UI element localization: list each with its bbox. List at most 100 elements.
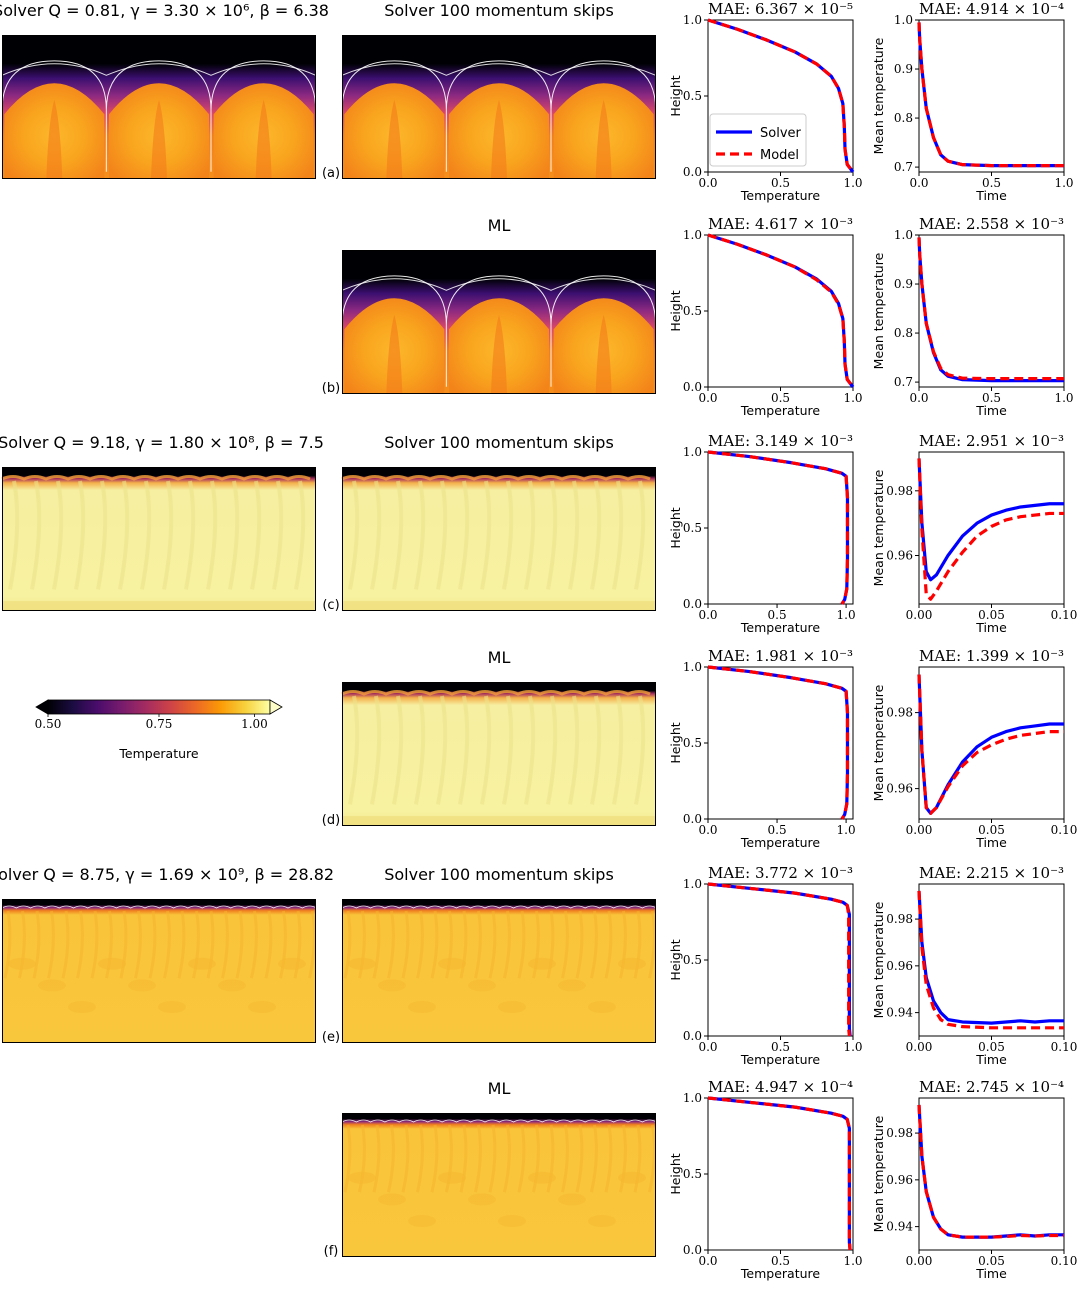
plume-streak <box>414 695 426 805</box>
ml-field <box>341 682 656 826</box>
skip-title: Solver 100 momentum skips <box>384 433 614 452</box>
plume-streak <box>648 1124 656 1193</box>
y-tick-label: 0.8 <box>894 326 913 340</box>
plume-streak <box>532 1124 540 1193</box>
plume-streak <box>480 695 492 805</box>
plume-streak <box>480 480 492 590</box>
model-line <box>917 674 1064 815</box>
chart-title: MAE: 3.149 × 10⁻³ <box>708 432 853 450</box>
plume-streak <box>568 480 580 590</box>
row-label: (a) <box>322 166 340 181</box>
eddy <box>528 957 556 970</box>
skip-field <box>341 899 657 1043</box>
chart-title: MAE: 4.914 × 10⁻⁴ <box>919 0 1064 18</box>
plume-streak <box>105 910 113 979</box>
plume-streak <box>343 910 352 979</box>
plume-streak <box>343 1124 352 1193</box>
eddy <box>588 1215 616 1227</box>
plume-streak <box>293 910 302 979</box>
plume-streak <box>250 480 262 590</box>
model-line <box>917 458 1064 601</box>
x-axis-label: Temperature <box>740 1052 820 1067</box>
field-background <box>342 467 656 611</box>
plume-streak <box>358 910 366 979</box>
plume-streak <box>634 480 646 590</box>
contour-line <box>341 63 656 76</box>
plume-streak <box>372 910 381 979</box>
y-tick-label: 0.0 <box>683 165 702 179</box>
colorbar: 0.50 0.75 1.00 Temperature <box>35 699 283 761</box>
y-tick-label: 1.0 <box>894 13 913 27</box>
plot-area <box>707 451 854 605</box>
plume-streak <box>546 480 558 590</box>
field-frame <box>2 35 316 179</box>
plume-streak <box>458 695 470 805</box>
chart-title: MAE: 4.617 × 10⁻³ <box>708 215 853 233</box>
plume-streak <box>633 1124 642 1193</box>
plume-streak <box>546 910 555 979</box>
chart-title: MAE: 2.951 × 10⁻³ <box>919 432 1064 450</box>
plume-streak <box>633 910 642 979</box>
y-tick-label: 1.0 <box>683 1091 702 1105</box>
plume-streak <box>348 695 360 805</box>
contour-line <box>1 60 317 172</box>
eddy <box>408 1215 436 1227</box>
field-frame <box>342 899 656 1043</box>
plume-streak <box>140 480 152 590</box>
eddy <box>498 1001 526 1013</box>
legend-model-label: Model <box>760 148 799 163</box>
colorbar-tick-label: 0.50 <box>35 717 62 731</box>
y-tick-label: 0.9 <box>894 277 913 291</box>
plume-streak <box>612 480 624 590</box>
plume-streak <box>148 910 157 979</box>
eddy <box>558 979 586 992</box>
skip-title: Solver 100 momentum skips <box>384 865 614 884</box>
chart-panel-a-profile: MAE: 6.367 × 10⁻⁵ 0.0 0.5 1.0 0.0 0.5 1.0 Tempe… <box>668 0 863 203</box>
eddy <box>38 979 66 992</box>
plume-streak <box>445 1124 453 1193</box>
chart-panel-b-series: MAE: 2.558 × 10⁻³ 0.0 0.5 1.0 0.7 0.8 0.9 1.0 Ti… <box>871 215 1074 418</box>
y-axis-label: Mean temperature <box>871 37 886 154</box>
plume-streak <box>561 910 569 979</box>
y-tick-label: 0.98 <box>886 706 913 720</box>
contour-line <box>341 60 657 172</box>
plume-streak <box>546 695 558 805</box>
plume-streak <box>294 480 306 590</box>
y-tick-label: 0.96 <box>886 548 913 562</box>
eddy <box>588 1001 616 1013</box>
plume-streak <box>474 1124 482 1193</box>
x-tick-label: 0.5 <box>768 823 787 837</box>
y-tick-label: 1.0 <box>683 445 702 459</box>
plume-streak <box>488 1124 497 1193</box>
x-tick-label: 0.05 <box>978 1040 1005 1054</box>
plume-streak <box>575 1124 584 1193</box>
plume-streak <box>76 910 84 979</box>
row-label: (e) <box>322 1030 340 1045</box>
eddy <box>618 1171 646 1184</box>
plume-streak <box>459 910 468 979</box>
chart-panel-c-series: MAE: 2.951 × 10⁻³ 0.00 0.05 0.10 0.96 0.98 Tim… <box>871 432 1077 635</box>
plume-streak <box>90 910 99 979</box>
plume-streak <box>502 480 514 590</box>
plume-streak <box>370 695 382 805</box>
ml-title: ML <box>488 1079 511 1098</box>
y-tick-label: 1.0 <box>683 13 702 27</box>
plot-area <box>707 234 854 388</box>
plume-streak <box>206 910 215 979</box>
plume-streak <box>568 695 580 805</box>
y-axis-label: Mean temperature <box>871 1115 886 1232</box>
plume-streak <box>221 910 229 979</box>
x-axis-label: Time <box>975 1266 1007 1281</box>
plume-streak <box>74 480 86 590</box>
plume-streak <box>619 1124 627 1193</box>
y-tick-label: 0.94 <box>886 1220 913 1234</box>
plume-streak <box>436 695 448 805</box>
plume-stem <box>595 314 612 394</box>
x-axis-label: Temperature <box>740 620 820 635</box>
plot-area <box>707 666 854 820</box>
plume-streak <box>430 1124 439 1193</box>
field-frame <box>342 250 656 394</box>
x-tick-label: 0.0 <box>698 1254 717 1268</box>
eddy <box>528 1171 556 1184</box>
y-tick-label: 0.5 <box>683 953 702 967</box>
